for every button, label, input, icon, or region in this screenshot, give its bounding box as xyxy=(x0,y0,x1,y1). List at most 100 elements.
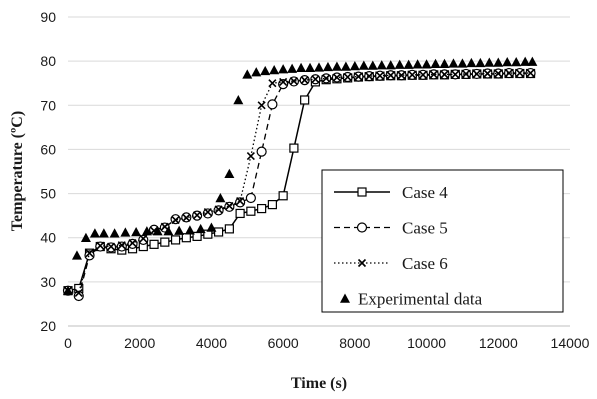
data-point xyxy=(354,72,363,81)
data-point xyxy=(80,232,91,242)
data-point xyxy=(267,99,278,110)
data-point xyxy=(504,68,514,78)
data-point xyxy=(109,228,120,238)
data-point xyxy=(475,57,486,68)
data-point xyxy=(170,235,181,245)
data-point xyxy=(89,228,100,238)
data-point xyxy=(461,69,471,79)
data-point xyxy=(440,70,449,79)
data-point xyxy=(358,60,369,70)
data-point xyxy=(160,237,170,247)
data-point xyxy=(163,226,174,236)
data-point xyxy=(421,59,432,69)
data-point xyxy=(457,58,468,68)
y-tick-label: 70 xyxy=(40,97,56,113)
data-point xyxy=(412,59,423,69)
y-tick-label: 30 xyxy=(40,274,56,290)
data-point xyxy=(311,75,320,84)
data-point xyxy=(257,101,266,110)
data-point xyxy=(394,59,405,69)
data-point xyxy=(343,72,352,82)
data-point xyxy=(493,57,504,67)
data-point xyxy=(278,78,289,90)
x-tick-label: 2000 xyxy=(124,335,155,351)
data-point xyxy=(527,56,538,66)
x-tick-label: 6000 xyxy=(268,335,299,351)
data-point xyxy=(242,69,253,79)
data-point xyxy=(332,73,341,82)
legend-item: Case 6 xyxy=(334,254,448,273)
data-point xyxy=(287,63,298,73)
data-point xyxy=(472,69,481,79)
data-point xyxy=(117,241,126,250)
legend-marker xyxy=(357,258,367,268)
y-axis-title: Temperature (ºC) xyxy=(9,111,26,231)
data-point xyxy=(268,79,277,88)
data-point xyxy=(141,226,152,236)
data-point xyxy=(289,76,298,86)
data-point xyxy=(106,242,116,251)
legend-label: Experimental data xyxy=(358,290,483,309)
data-point xyxy=(403,59,414,69)
data-point xyxy=(182,213,191,222)
x-tick-label: 12000 xyxy=(479,335,518,351)
data-point xyxy=(397,71,406,80)
legend-marker xyxy=(357,187,367,197)
data-point xyxy=(260,65,271,76)
data-point xyxy=(300,76,309,85)
data-point xyxy=(214,205,223,214)
data-point xyxy=(224,224,234,234)
legend-marker xyxy=(340,293,350,303)
data-point xyxy=(139,234,148,243)
data-point xyxy=(502,57,513,67)
data-point xyxy=(520,56,531,66)
data-point xyxy=(206,222,217,232)
y-tick-label: 40 xyxy=(40,230,56,246)
y-tick-label: 20 xyxy=(40,318,56,334)
data-point xyxy=(225,201,234,210)
data-series xyxy=(62,56,538,302)
x-tick-label: 4000 xyxy=(196,335,227,351)
legend-items: Case 4 Case 5 Case 6 Experimental data xyxy=(334,183,483,309)
data-point xyxy=(429,70,438,79)
data-point xyxy=(526,68,535,78)
data-point xyxy=(365,72,374,81)
data-point xyxy=(448,58,459,68)
data-point xyxy=(296,62,307,73)
legend-label: Case 4 xyxy=(402,183,448,202)
y-tick-label: 80 xyxy=(40,53,56,69)
data-point xyxy=(386,71,395,80)
data-point xyxy=(279,77,288,86)
x-tick-label: 0 xyxy=(64,335,72,351)
data-point xyxy=(267,200,277,210)
data-point xyxy=(367,60,378,70)
data-point xyxy=(349,60,360,71)
series-line xyxy=(67,72,531,294)
data-point xyxy=(193,211,202,220)
x-axis-title: Time (s) xyxy=(291,375,347,392)
data-point xyxy=(131,226,142,237)
series-experimental-data xyxy=(63,56,538,295)
data-point xyxy=(376,60,387,70)
data-point xyxy=(71,250,82,260)
data-point xyxy=(256,146,267,157)
data-point xyxy=(251,67,262,77)
y-tick-label: 60 xyxy=(40,141,56,157)
data-point xyxy=(245,192,256,204)
data-point xyxy=(278,191,288,201)
data-point xyxy=(466,57,477,68)
data-point xyxy=(120,227,131,237)
data-point xyxy=(511,57,522,67)
data-point xyxy=(85,249,94,258)
tick-labels: 20 30 40 50 60 70 80 90 0 2000 4000 6000 8000 10000 12… xyxy=(40,9,589,351)
data-point xyxy=(331,61,342,71)
data-point xyxy=(451,70,460,79)
data-point xyxy=(214,227,224,237)
legend-label: Case 5 xyxy=(402,219,448,238)
series-case-6 xyxy=(63,68,535,297)
legend: Case 4 Case 5 Case 6 Experimental data xyxy=(321,169,564,313)
data-point xyxy=(63,285,73,295)
data-point xyxy=(430,58,441,69)
data-point xyxy=(202,208,213,219)
data-point xyxy=(418,70,428,79)
